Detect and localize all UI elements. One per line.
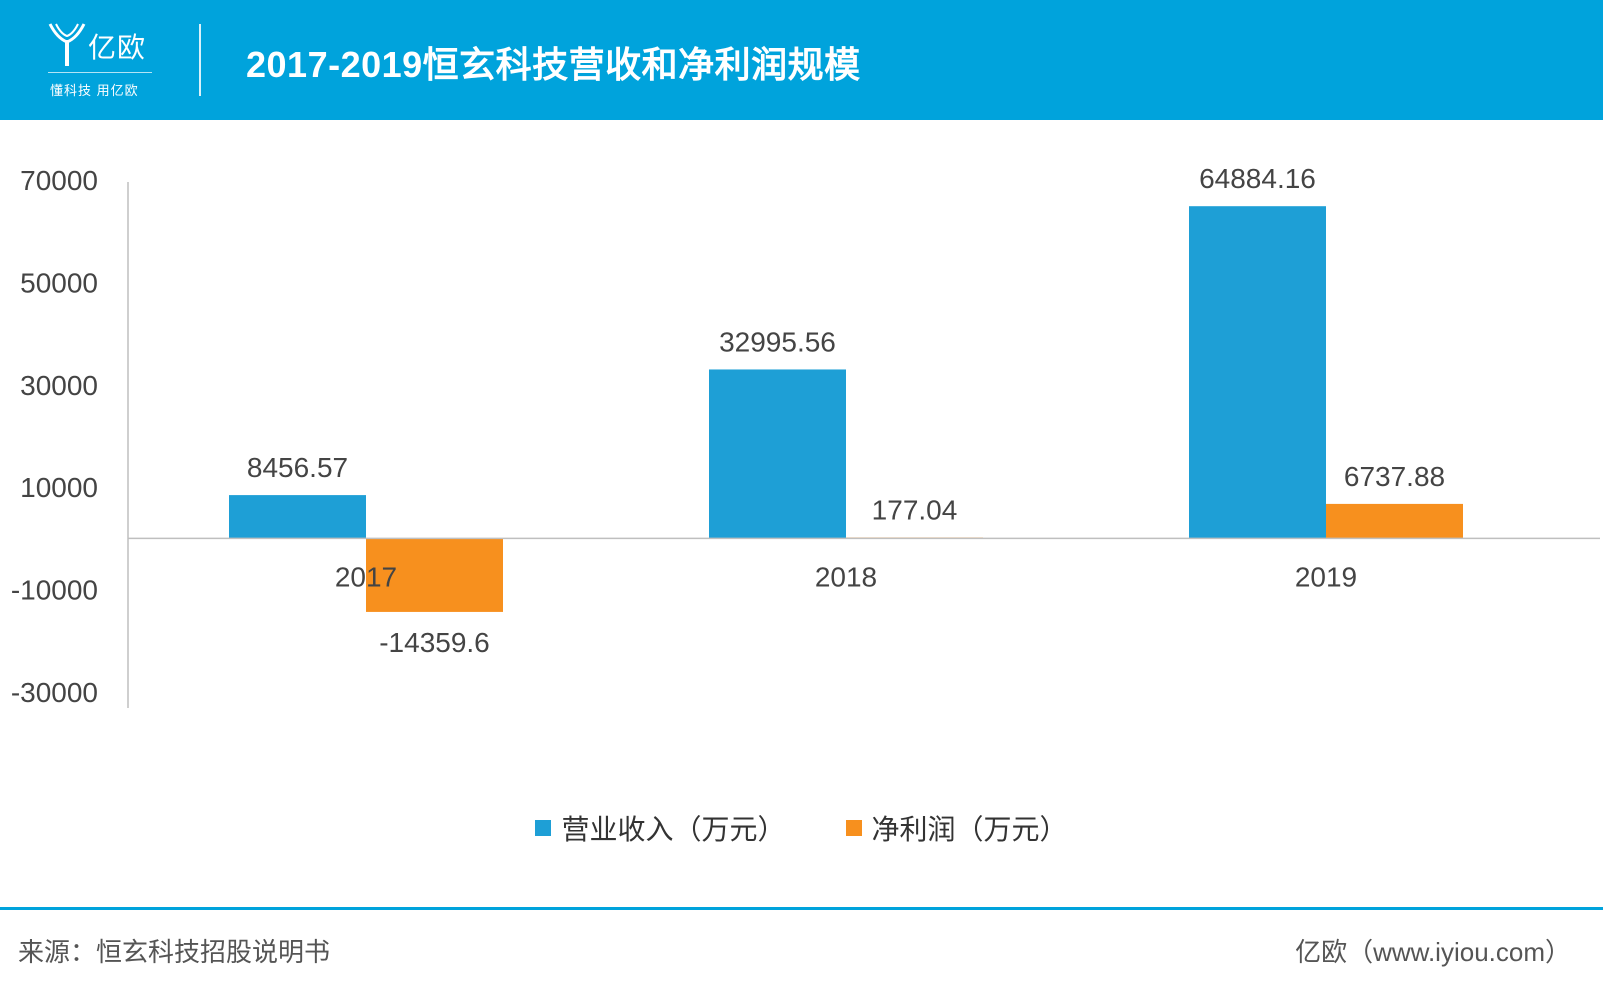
header-banner: 亿欧 懂科技 用亿欧 2017-2019恒玄科技营收和净利润规模	[0, 0, 1603, 120]
x-tick-label-2019: 2019	[1295, 561, 1357, 592]
y-axis-tick-labels: 70000 50000 30000 10000 -10000 -30000	[11, 165, 98, 708]
y-tick-label-2: 30000	[20, 370, 98, 401]
data-label-net-profit-2018: 177.04	[872, 494, 958, 525]
x-tick-label-2018: 2018	[815, 561, 877, 592]
brand-logo: 亿欧 懂科技 用亿欧	[48, 20, 168, 100]
y-tick-label-0: 70000	[20, 165, 98, 196]
y-tick-label-5: -30000	[11, 677, 98, 708]
header-divider	[199, 24, 201, 96]
y-tick-label-3: 10000	[20, 472, 98, 503]
footer-source: 来源：恒玄科技招股说明书	[18, 937, 331, 967]
legend-item-net-profit: 净利润（万元）	[845, 808, 1068, 848]
y-tick-label-4: -10000	[11, 575, 98, 606]
legend-swatch-net-profit	[845, 820, 862, 836]
logo-underline	[48, 72, 152, 73]
brand-logo-icon	[48, 23, 86, 66]
legend-label-net-profit: 净利润（万元）	[871, 814, 1068, 845]
data-label-net-profit-2019: 6737.88	[1344, 461, 1445, 492]
data-label-net-profit-2017: -14359.6	[379, 627, 490, 658]
bar-revenue-2019	[1189, 206, 1326, 539]
bar-revenue-2018	[709, 369, 846, 539]
bar-net-profit-2017	[366, 538, 503, 612]
legend-label-revenue: 营业收入（万元）	[561, 814, 786, 845]
x-axis-tick-labels: 2017 2018 2019	[335, 561, 1357, 592]
x-tick-label-2017: 2017	[335, 561, 397, 592]
footer-site: 亿欧（www.iyiou.com）	[1295, 937, 1571, 967]
bar-net-profit-2019	[1326, 503, 1463, 539]
data-label-revenue-2017: 8456.57	[247, 452, 348, 483]
brand-name: 亿欧	[88, 32, 147, 63]
brand-slogan: 懂科技 用亿欧	[50, 83, 139, 98]
data-labels-group: 8456.57 32995.56 64884.16 -14359.6 177.04 673…	[247, 163, 1445, 658]
data-label-revenue-2019: 64884.16	[1199, 163, 1316, 194]
data-label-revenue-2018: 32995.56	[719, 326, 836, 357]
bar-revenue-2017	[229, 495, 366, 539]
y-tick-label-1: 50000	[20, 267, 98, 298]
legend-swatch-revenue	[535, 820, 552, 836]
footer-divider	[0, 907, 1603, 910]
chart-legend: 营业收入（万元） 净利润（万元）	[0, 808, 1603, 848]
bars-group	[229, 206, 1463, 612]
legend-item-revenue: 营业收入（万元）	[535, 808, 786, 848]
chart-title: 2017-2019恒玄科技营收和净利润规模	[246, 44, 861, 85]
